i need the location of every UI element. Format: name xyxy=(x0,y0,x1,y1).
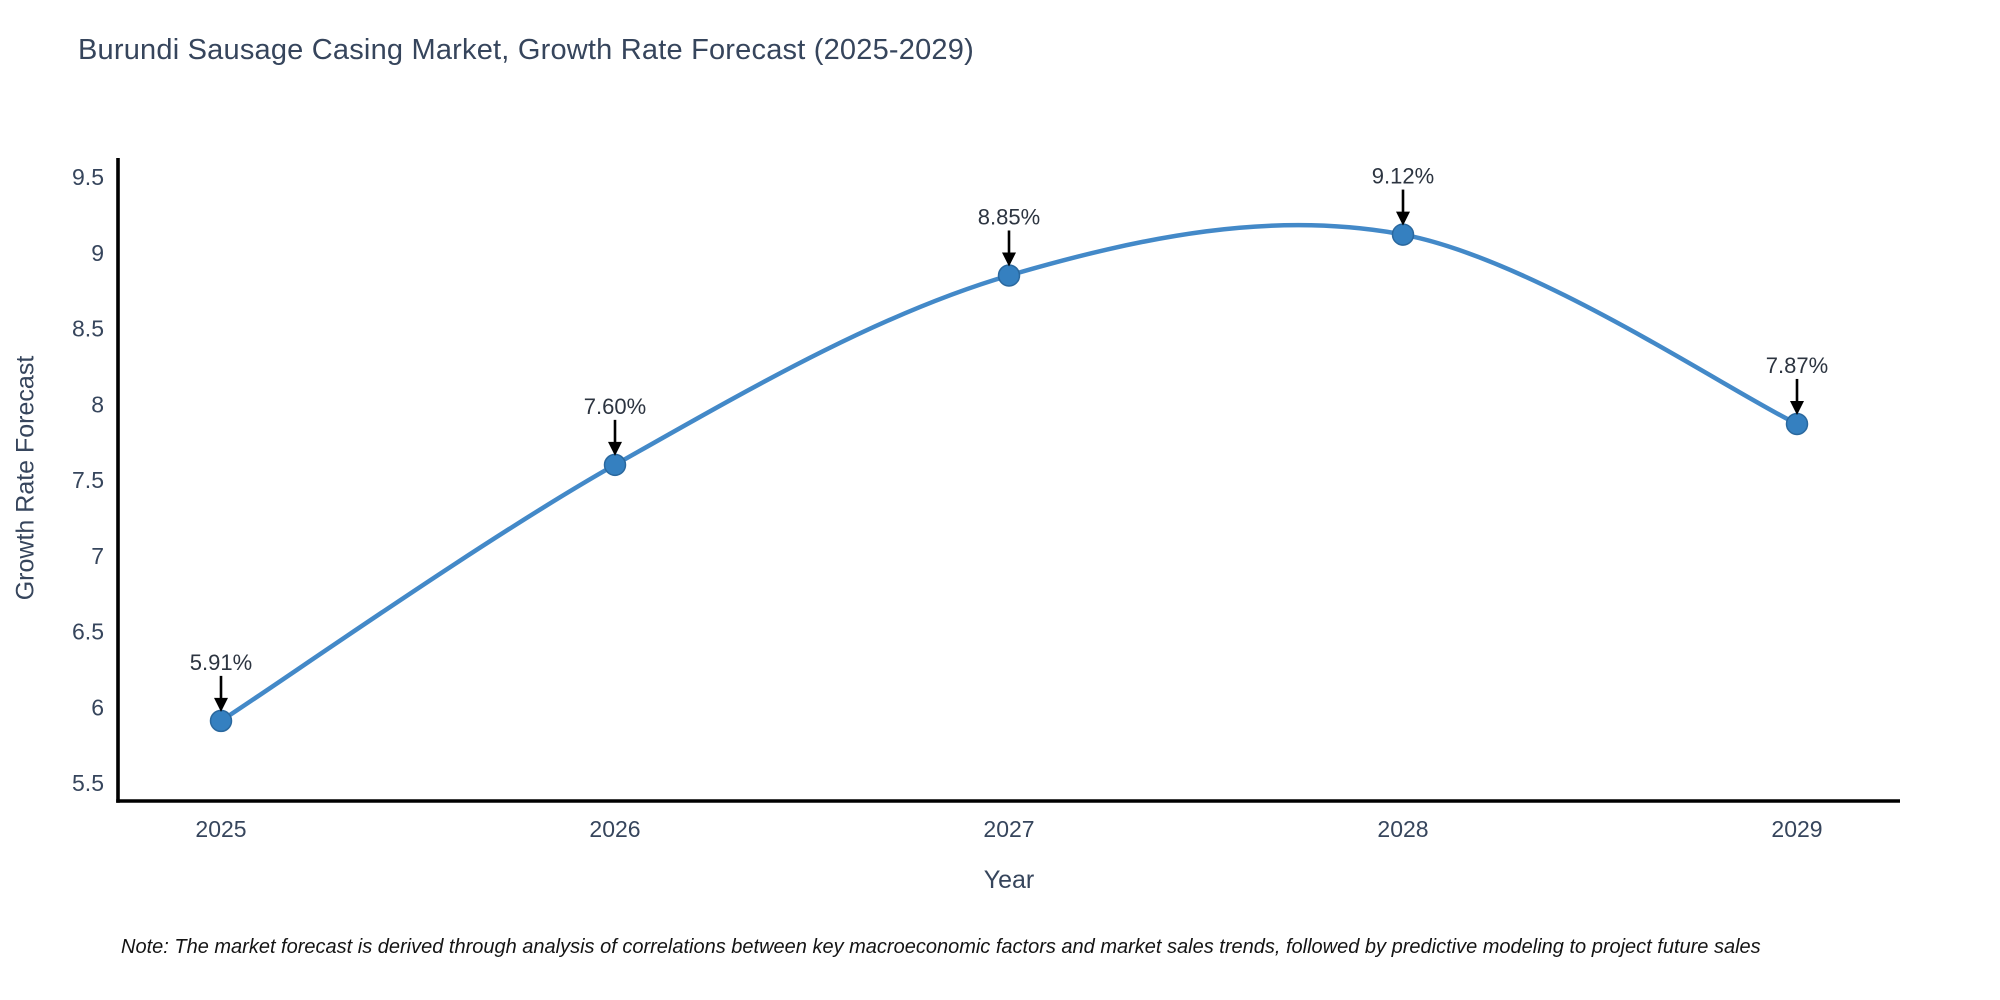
annotation-arrowhead-icon xyxy=(1396,211,1410,226)
y-tick-label: 7.5 xyxy=(72,467,104,493)
y-tick-label: 9.5 xyxy=(72,164,104,190)
data-point-marker xyxy=(603,453,627,477)
y-tick-label: 8 xyxy=(91,391,104,417)
y-tick-label: 6.5 xyxy=(72,619,104,645)
data-point-marker xyxy=(1785,412,1809,436)
y-tick-label: 6 xyxy=(91,694,104,720)
data-point-marker xyxy=(1391,223,1415,246)
annotation-arrowhead-icon xyxy=(1790,400,1804,415)
point-annotation-label: 9.12% xyxy=(1372,164,1434,189)
annotation-arrowhead-icon xyxy=(608,441,622,456)
annotation-arrowhead-icon xyxy=(214,697,228,712)
chart-title: Burundi Sausage Casing Market, Growth Ra… xyxy=(78,34,974,66)
data-point-marker xyxy=(997,264,1021,287)
point-annotation-label: 7.60% xyxy=(584,394,646,419)
data-point-marker xyxy=(209,709,233,733)
y-tick-label: 5.5 xyxy=(72,770,104,796)
series-line xyxy=(218,222,1800,724)
x-tick-label: 2026 xyxy=(589,816,640,842)
annotation-arrowhead-icon xyxy=(1002,252,1016,267)
footnote: Note: The market forecast is derived thr… xyxy=(121,936,1761,958)
point-annotation-label: 8.85% xyxy=(978,204,1040,229)
x-tick-label: 2028 xyxy=(1377,816,1428,842)
x-tick-label: 2027 xyxy=(983,816,1034,842)
point-annotation-label: 7.87% xyxy=(1766,353,1828,378)
y-tick-label: 9 xyxy=(91,240,104,266)
y-tick-label: 8.5 xyxy=(72,316,104,342)
y-tick-label: 7 xyxy=(91,543,104,569)
x-tick-label: 2029 xyxy=(1771,816,1822,842)
x-axis-label: Year xyxy=(983,866,1035,894)
x-tick-label: 2025 xyxy=(195,816,246,842)
point-annotation-label: 5.91% xyxy=(190,650,252,675)
